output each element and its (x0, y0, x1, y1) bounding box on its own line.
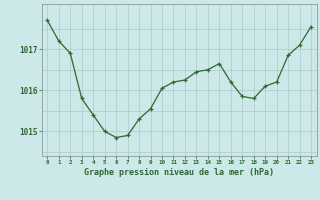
X-axis label: Graphe pression niveau de la mer (hPa): Graphe pression niveau de la mer (hPa) (84, 168, 274, 177)
